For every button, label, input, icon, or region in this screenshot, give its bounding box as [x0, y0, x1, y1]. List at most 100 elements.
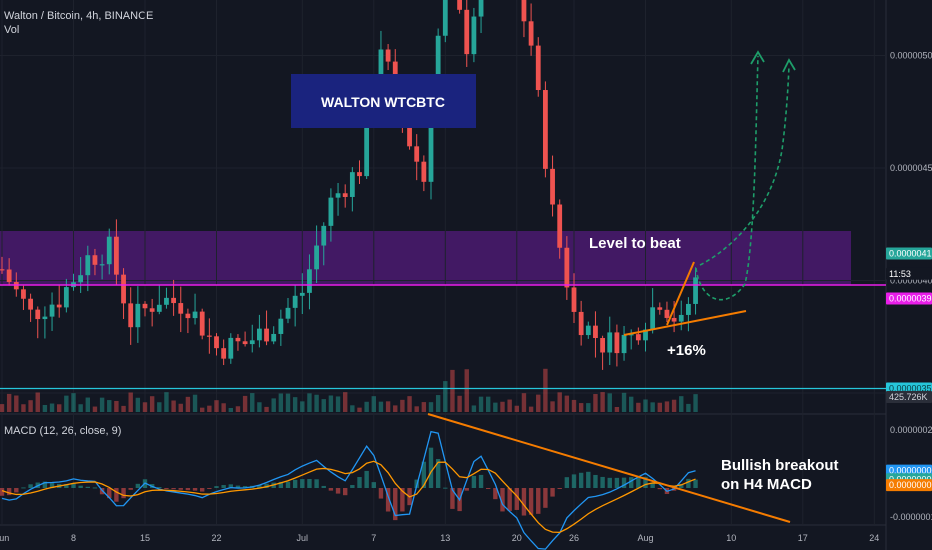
volume-bar: [192, 394, 198, 412]
candle-body: [535, 45, 541, 91]
macd-histogram-bar: [371, 482, 376, 488]
volume-bar: [350, 405, 355, 412]
candle-body: [550, 168, 555, 205]
macd-histogram-bar: [114, 488, 119, 502]
volume-bar: [457, 395, 462, 412]
volume-bar: [42, 404, 48, 412]
macd-histogram-bar: [528, 488, 534, 515]
time-axis[interactable]: Jun 8 15 22 Jul 7 13 20 26 Aug 10 17 24: [0, 533, 879, 543]
candle-body: [99, 264, 105, 266]
candle-body: [643, 329, 648, 341]
volume-bar: [536, 394, 541, 412]
volume-bar: [478, 396, 484, 412]
candle-body: [693, 277, 698, 304]
macd-histogram-bar: [571, 474, 577, 488]
breakout-text-line2: on H4 MACD: [721, 476, 812, 493]
volume-bar: [550, 401, 555, 412]
candle-body: [600, 338, 605, 353]
volume-bar: [85, 397, 90, 412]
macd-histogram-bar: [464, 488, 469, 491]
time-tick-label: 17: [798, 533, 808, 543]
volume-bar: [407, 396, 412, 412]
price-badge-text: 0.00000412: [889, 249, 932, 259]
macd-histogram-bar: [257, 484, 262, 488]
candle-body: [264, 328, 269, 342]
candle-body: [593, 325, 598, 339]
candle-body: [292, 295, 298, 308]
price-badge-text: 0.00000398: [889, 294, 932, 304]
price-badge-text: 11:53: [889, 269, 911, 279]
macd-histogram-bar: [49, 483, 55, 488]
macd-histogram-bar: [478, 474, 484, 488]
macd-tick-label: -0.00000010: [890, 512, 932, 522]
price-badge-text: 0.00000352: [889, 384, 932, 394]
macd-histogram-bar: [443, 487, 448, 489]
volume-bar: [371, 396, 376, 412]
candle-body: [56, 304, 62, 308]
signal-line: [1, 460, 696, 534]
price-axis[interactable]: 0.000006000.000005500.000005000.00000450…: [890, 0, 932, 399]
macd-histogram-bar: [0, 488, 5, 496]
volume-bar: [200, 407, 205, 412]
candle-body: [671, 317, 677, 322]
macd-histogram-bar: [493, 488, 498, 500]
time-tick-label: 22: [211, 533, 221, 543]
volume-bar: [300, 401, 305, 412]
macd-histogram-bar: [185, 488, 191, 491]
macd-histogram-bar: [335, 488, 341, 494]
volume-bar: [385, 401, 391, 412]
candle-body: [156, 304, 162, 312]
volume-bar: [614, 406, 620, 412]
candle-body: [185, 313, 191, 319]
volume-bar: [343, 392, 348, 412]
volume-bar: [578, 403, 584, 412]
macd-histogram-bar: [178, 488, 183, 490]
macd-trendline: [427, 413, 791, 523]
price-badge: [886, 391, 932, 403]
macd-histogram-bar: [85, 486, 90, 488]
candle-body: [564, 247, 570, 288]
macd-histogram-bar: [557, 488, 562, 489]
candle-body: [206, 335, 212, 337]
time-tick-label: Jul: [297, 533, 309, 543]
candle-body: [321, 225, 327, 246]
candle-body: [128, 303, 134, 328]
candle-body: [0, 269, 5, 271]
volume-bar: [157, 402, 162, 412]
candle-body: [392, 61, 398, 87]
volume-bar: [679, 396, 684, 412]
candle-body: [271, 333, 277, 342]
macd-histogram-bar: [421, 461, 427, 488]
volume-bar: [78, 404, 83, 412]
macd-histogram-bar: [657, 488, 662, 490]
percent-move-text: +16%: [667, 342, 706, 359]
macd-histogram-bar: [164, 488, 169, 489]
macd-histogram-bar: [64, 484, 69, 488]
time-tick-label: 26: [569, 533, 579, 543]
level-to-beat-text: Level to beat: [589, 235, 681, 252]
candle-body: [42, 316, 48, 320]
volume-bar: [121, 405, 126, 412]
candle-body: [578, 311, 584, 336]
candle-body: [28, 298, 33, 310]
macd-histogram-bar: [428, 447, 434, 488]
candle-body: [307, 269, 312, 293]
volume-bar: [335, 396, 341, 412]
candle-body: [364, 114, 370, 177]
macd-histogram-bar: [264, 483, 269, 488]
candle-body: [164, 297, 169, 305]
volume-bar: [321, 399, 326, 412]
volume-bar: [35, 392, 40, 412]
candle-body: [635, 334, 641, 341]
macd-histogram-bar: [328, 488, 334, 491]
macd-histogram: [0, 447, 698, 521]
volume-bar: [14, 395, 19, 412]
ascending-trendline: [623, 310, 747, 336]
candle-body: [407, 123, 412, 147]
volume-bars: [0, 368, 698, 412]
time-tick-label: 24: [869, 533, 879, 543]
macd-histogram-bar: [364, 470, 369, 488]
